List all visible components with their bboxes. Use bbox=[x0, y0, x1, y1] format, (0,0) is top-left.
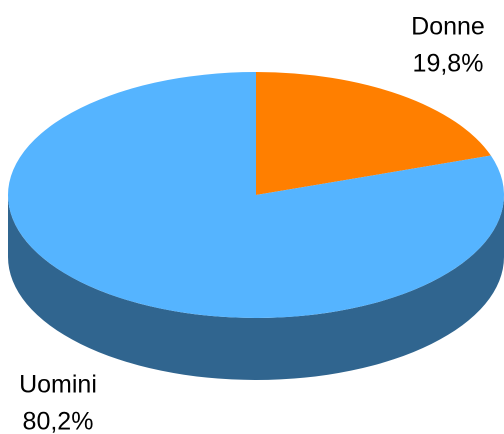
slice-value-label: 80,2% bbox=[23, 408, 94, 434]
slice-label: Uomini bbox=[19, 371, 97, 399]
pie-side bbox=[8, 195, 504, 380]
pie-slice bbox=[256, 72, 491, 195]
slice-label: Donne bbox=[411, 13, 485, 41]
pie-slice bbox=[8, 72, 504, 318]
slice-value-label: 19,8% bbox=[413, 50, 484, 78]
